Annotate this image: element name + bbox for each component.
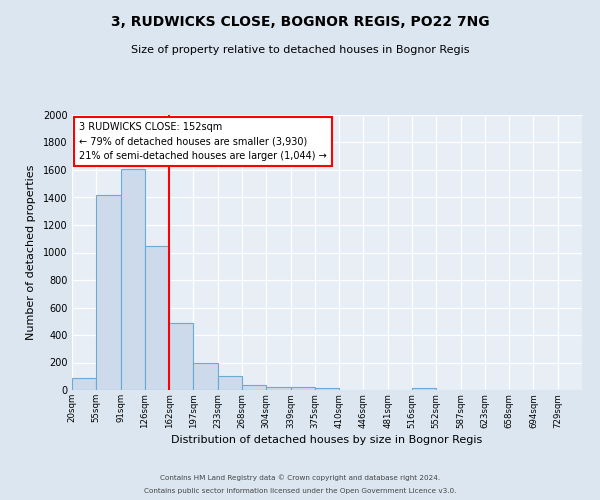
- Bar: [145, 246, 169, 390]
- Bar: [96, 196, 121, 390]
- Text: Contains HM Land Registry data © Crown copyright and database right 2024.: Contains HM Land Registry data © Crown c…: [160, 474, 440, 481]
- Text: Size of property relative to detached houses in Bognor Regis: Size of property relative to detached ho…: [131, 45, 469, 55]
- Bar: [266, 387, 290, 390]
- Text: Contains public sector information licensed under the Open Government Licence v3: Contains public sector information licen…: [144, 488, 456, 494]
- Bar: [218, 376, 242, 390]
- Bar: [121, 168, 145, 390]
- Y-axis label: Number of detached properties: Number of detached properties: [26, 165, 36, 340]
- Bar: [169, 322, 193, 390]
- X-axis label: Distribution of detached houses by size in Bognor Regis: Distribution of detached houses by size …: [172, 434, 482, 444]
- Bar: [242, 384, 266, 390]
- Bar: [193, 362, 218, 390]
- Bar: [412, 388, 436, 390]
- Text: 3 RUDWICKS CLOSE: 152sqm
← 79% of detached houses are smaller (3,930)
21% of sem: 3 RUDWICKS CLOSE: 152sqm ← 79% of detach…: [79, 122, 327, 162]
- Bar: [315, 388, 339, 390]
- Bar: [72, 378, 96, 390]
- Text: 3, RUDWICKS CLOSE, BOGNOR REGIS, PO22 7NG: 3, RUDWICKS CLOSE, BOGNOR REGIS, PO22 7N…: [110, 15, 490, 29]
- Bar: [290, 387, 315, 390]
